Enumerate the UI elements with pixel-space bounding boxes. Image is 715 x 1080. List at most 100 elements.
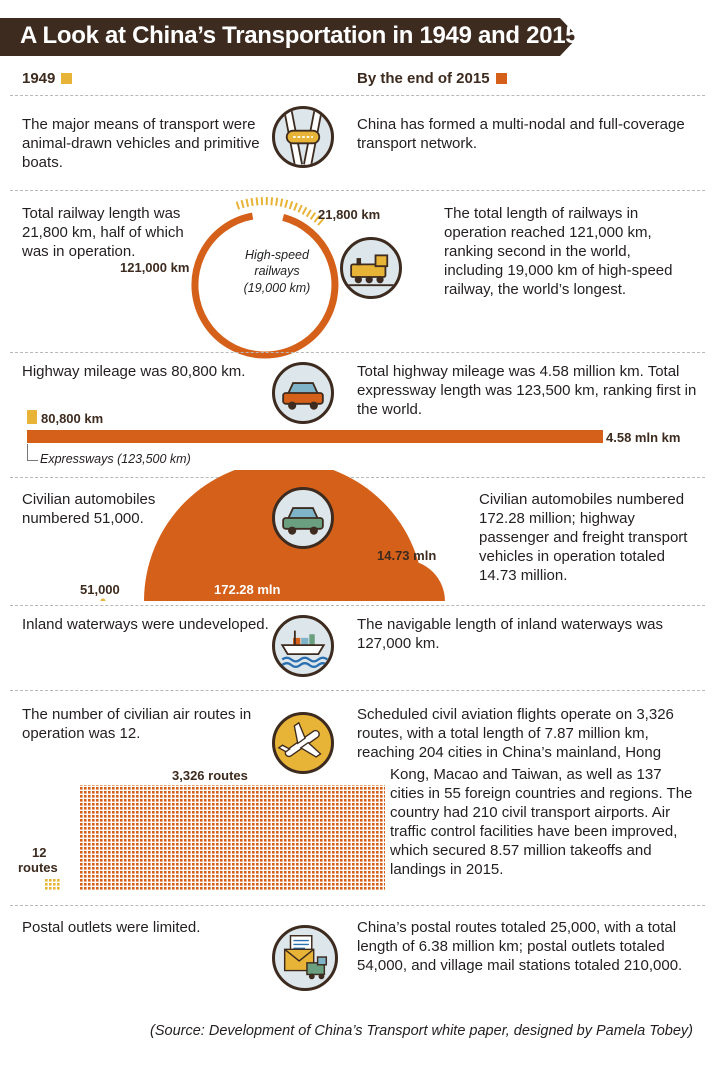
air-2015-dot: [132, 791, 135, 794]
air-2015-dot: [180, 795, 183, 798]
air-2015-dot: [172, 855, 175, 858]
air-2015-dot: [100, 807, 103, 810]
air-2015-dot: [84, 847, 87, 850]
air-2015-dot: [184, 883, 187, 886]
air-2015-dot: [316, 887, 319, 890]
air-2015-dot: [184, 851, 187, 854]
air-2015-dot: [360, 787, 363, 790]
air-2015-dot: [88, 871, 91, 874]
air-2015-dot: [292, 863, 295, 866]
air-2015-dot: [296, 835, 299, 838]
air-2015-dot: [148, 831, 151, 834]
air-2015-dot: [176, 887, 179, 890]
air-2015-dot: [128, 785, 131, 786]
air-2015-dot: [256, 863, 259, 866]
air-2015-dot: [128, 867, 131, 870]
air-2015-dot: [128, 799, 131, 802]
air-2015-dot: [112, 887, 115, 890]
railway-2015-text: The total length of railways in operatio…: [444, 205, 673, 298]
air-2015-dot: [192, 795, 195, 798]
air-2015-dot: [384, 815, 385, 818]
air-2015-dot: [84, 815, 87, 818]
air-2015-dot: [184, 831, 187, 834]
air-1949-dot: [45, 883, 48, 886]
air-2015-dot: [372, 787, 375, 790]
air-2015-dot: [348, 887, 351, 890]
air-2015-dot: [316, 803, 319, 806]
air-2015-dot: [296, 879, 299, 882]
air-2015-dot: [160, 785, 163, 786]
air-2015-dot: [288, 867, 291, 870]
air-2015-dot: [212, 785, 215, 786]
air-2015-dot: [84, 831, 87, 834]
air-2015-dot: [288, 855, 291, 858]
air-2015-dot: [108, 883, 111, 886]
air-2015-dot: [228, 847, 231, 850]
air-2015-dot: [92, 859, 95, 862]
air-2015-dot: [352, 807, 355, 810]
air-2015-dot: [292, 843, 295, 846]
air-2015-dot: [380, 799, 383, 802]
air-2015-dot: [128, 851, 131, 854]
air-2015-dot: [340, 807, 343, 810]
air-2015-dot: [224, 785, 227, 786]
air-2015-dot: [184, 887, 187, 890]
air-2015-dot: [308, 855, 311, 858]
air-2015-dot: [376, 803, 379, 806]
air-2015-dot: [120, 851, 123, 854]
air-2015-dot: [168, 835, 171, 838]
air-2015-dot: [332, 811, 335, 814]
air-2015-dot: [188, 815, 191, 818]
air-2015-dot: [352, 803, 355, 806]
air-2015-dot: [152, 887, 155, 890]
air-2015-dot: [276, 851, 279, 854]
air-2015-dot: [200, 791, 203, 794]
air-2015-dot: [308, 799, 311, 802]
air-2015-dot: [112, 819, 115, 822]
air-2015-dot: [128, 819, 131, 822]
air-2015-dot: [252, 835, 255, 838]
air-2015-dot: [376, 795, 379, 798]
air-2015-dot: [308, 803, 311, 806]
air-2015-dot: [380, 867, 383, 870]
air-2015-dot: [208, 835, 211, 838]
air-2015-dot: [312, 863, 315, 866]
air-2015-dot: [92, 785, 95, 786]
air-2015-dot: [260, 835, 263, 838]
air-2015-dot: [244, 807, 247, 810]
air-2015-dot: [276, 799, 279, 802]
air-2015-dot: [364, 819, 367, 822]
air-2015-dot: [376, 863, 379, 866]
air-2015-dot: [376, 787, 379, 790]
air-2015-dot: [248, 827, 251, 830]
air-2015-dot: [276, 807, 279, 810]
air-2015-dot: [260, 791, 263, 794]
air-2015-dot: [232, 803, 235, 806]
air-2015-dot: [100, 831, 103, 834]
air-2015-dot: [376, 827, 379, 830]
air-2015-dot: [184, 835, 187, 838]
locomotive-icon: [340, 237, 402, 299]
air-2015-dot: [232, 831, 235, 834]
air-2015-dot: [184, 803, 187, 806]
air-2015-dot: [228, 831, 231, 834]
air-2015-dot: [328, 815, 331, 818]
air-2015-dot: [268, 823, 271, 826]
air-2015-dot: [96, 803, 99, 806]
air-2015-dot: [368, 795, 371, 798]
air-2015-dot: [216, 795, 219, 798]
air-2015-dot: [368, 851, 371, 854]
air-2015-dot: [108, 879, 111, 882]
air-2015-dot: [152, 859, 155, 862]
air-2015-dot: [148, 811, 151, 814]
air-2015-dot: [348, 835, 351, 838]
air-2015-dot: [156, 855, 159, 858]
air-2015-dot: [96, 843, 99, 846]
air-2015-dot: [124, 883, 127, 886]
air-2015-dot: [280, 863, 283, 866]
air-2015-dot: [204, 799, 207, 802]
air-2015-dot: [368, 785, 371, 786]
air-2015-dot: [320, 803, 323, 806]
air-2015-dot: [264, 791, 267, 794]
air-2015-dot: [336, 887, 339, 890]
